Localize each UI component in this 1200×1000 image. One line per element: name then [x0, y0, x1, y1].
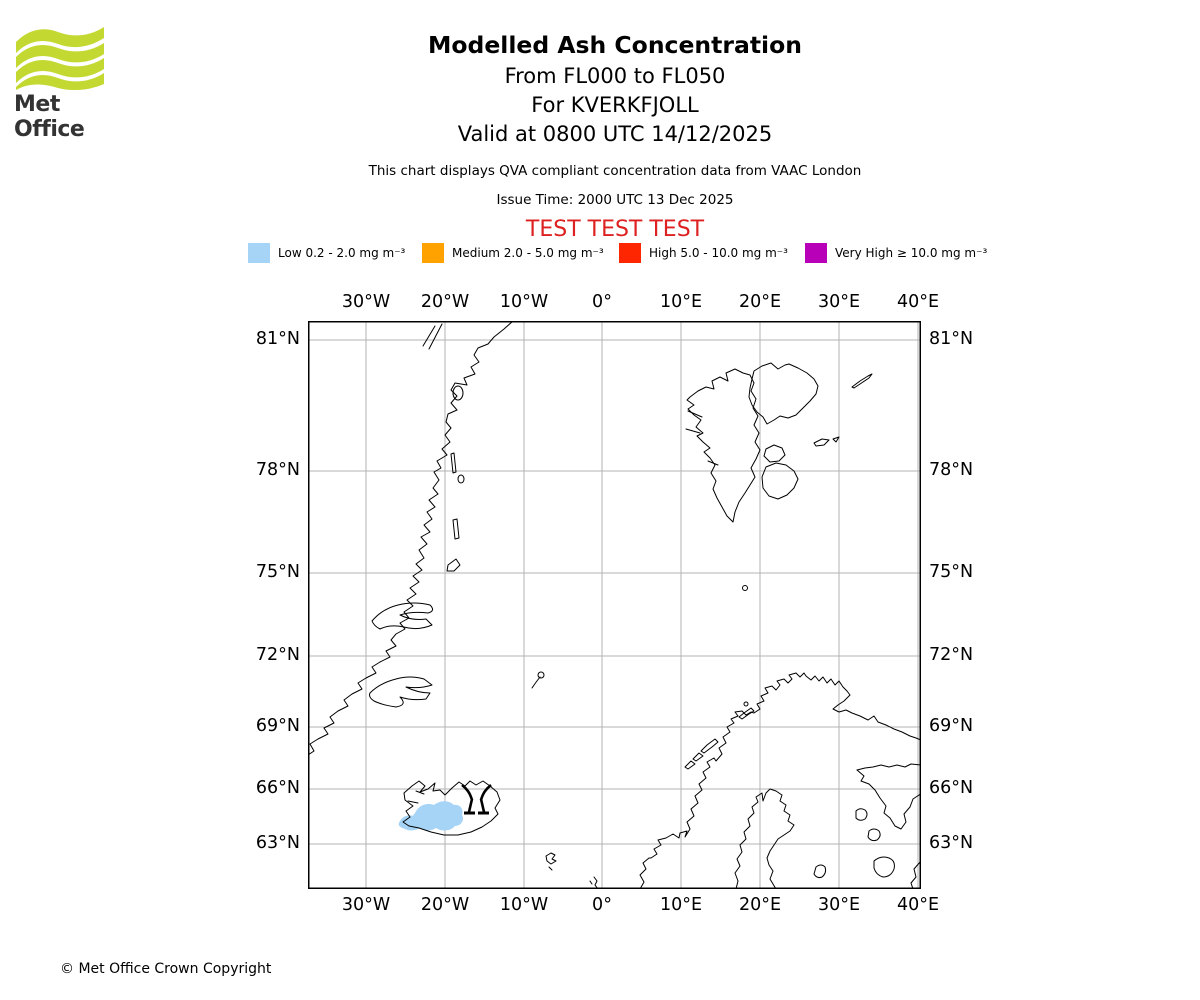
lon-label-bottom-10e: 10°E	[659, 895, 703, 915]
lon-label-bottom-30w: 30°W	[341, 895, 391, 915]
page-title: Modelled Ash Concentration	[428, 31, 802, 59]
flight-levels-subtitle: From FL000 to FL050	[504, 64, 726, 88]
island-kong-karls-land-2	[832, 436, 840, 443]
coastline-edgeoya	[761, 462, 799, 500]
legend-label-medium: Medium 2.0 - 5.0 mg m⁻³	[452, 246, 604, 260]
lat-label-right-69n: 69°N	[929, 716, 974, 736]
lat-label-right-63n: 63°N	[929, 833, 974, 853]
lon-label-top-10e: 10°E	[659, 292, 703, 312]
coastline-white-sea-south	[856, 769, 922, 830]
lon-label-bottom-30e: 30°E	[817, 895, 861, 915]
lat-label-right-81n: 81°N	[929, 329, 974, 349]
lake-karelia-1	[855, 808, 868, 821]
island-senja	[738, 707, 755, 720]
island-kong-karls-land-1	[813, 438, 830, 447]
island-faroe	[545, 852, 557, 871]
met-office-logo: Met Office	[14, 26, 134, 142]
island-jan-mayen	[531, 676, 541, 689]
legend-swatch-very-high	[805, 243, 827, 263]
volcano-icon	[461, 783, 492, 815]
volcano-subtitle: For KVERKFJOLL	[531, 93, 699, 117]
lon-label-top-0: 0°	[592, 292, 612, 312]
island-small-cluster	[446, 558, 461, 572]
island-ile-de-france	[452, 385, 464, 401]
lat-label-left-63n: 63°N	[255, 833, 300, 853]
map	[307, 320, 922, 890]
coastline-iceland-fjord-detail	[407, 790, 425, 804]
map-frame-border	[308, 321, 921, 889]
lat-label-left-69n: 69°N	[255, 716, 300, 736]
coastline-dvina	[910, 860, 922, 890]
island-kvitoya	[851, 373, 873, 389]
legend-label-very-high: Very High ≥ 10.0 mg m⁻³	[835, 246, 988, 260]
lon-label-top-30w: 30°W	[341, 292, 391, 312]
lon-label-top-10w: 10°W	[499, 292, 549, 312]
island-jan-mayen-head	[537, 671, 545, 679]
lon-label-top-20w: 20°W	[420, 292, 470, 312]
coastline-norway-west	[639, 672, 922, 890]
lat-label-right-78n: 78°N	[929, 460, 974, 480]
lake-karelia-2	[867, 828, 881, 842]
lon-label-bottom-40e: 40°E	[896, 895, 940, 915]
lon-label-top-30e: 30°E	[817, 292, 861, 312]
lat-label-left-66n: 66°N	[255, 778, 300, 798]
lat-label-right-66n: 66°N	[929, 778, 974, 798]
island-lofoten-2	[692, 752, 704, 762]
lat-label-left-75n: 75°N	[255, 562, 300, 582]
test-banner: TEST TEST TEST	[525, 217, 705, 242]
lon-label-bottom-0: 0°	[592, 895, 612, 915]
coastline-gulf-of-bothnia	[734, 788, 795, 890]
lat-label-left-78n: 78°N	[255, 460, 300, 480]
island-lofoten-3	[684, 760, 696, 770]
header: Modelled Ash Concentration From FL000 to…	[15, 0, 1200, 242]
legend-swatch-low	[248, 243, 270, 263]
legend-label-high: High 5.0 - 10.0 mg m⁻³	[649, 246, 788, 260]
coastline-kangerlussuaq-fjords	[369, 676, 433, 708]
coastline-scoresby-fjords	[371, 602, 434, 630]
island-lofoten-1	[700, 738, 719, 754]
lake-saimaa	[813, 864, 827, 879]
coastline-greenland-fjord-slash-1	[428, 323, 443, 350]
graticule-grid	[308, 321, 921, 889]
island-sliver-1	[450, 452, 457, 474]
island-sliver-2	[452, 518, 460, 540]
legend-swatch-medium	[422, 243, 444, 263]
lon-label-bottom-20w: 20°W	[420, 895, 470, 915]
met-office-waves-icon	[16, 27, 104, 90]
lat-label-left-72n: 72°N	[255, 645, 300, 665]
legend-swatch-high	[619, 243, 641, 263]
lat-label-left-81n: 81°N	[255, 329, 300, 349]
legend-label-low: Low 0.2 - 2.0 mg m⁻³	[278, 246, 406, 260]
coastline-barentsoya	[763, 444, 786, 463]
lat-label-right-72n: 72°N	[929, 645, 974, 665]
island-small-oval	[457, 474, 465, 484]
issue-time: Issue Time: 2000 UTC 13 Dec 2025	[496, 192, 734, 208]
lat-label-right-75n: 75°N	[929, 562, 974, 582]
compliance-note: This chart displays QVA compliant concen…	[368, 163, 862, 179]
coastline-spitsbergen-fjords	[685, 410, 719, 466]
island-shetland	[589, 876, 599, 890]
map-canvas	[307, 320, 922, 890]
coastline-greenland-fjord-slash-2	[422, 325, 436, 347]
lon-label-top-20e: 20°E	[738, 292, 782, 312]
coastline-nordaustlandet	[748, 362, 819, 425]
ash-cloud-low-polygon	[398, 801, 464, 831]
lon-label-bottom-10w: 10°W	[499, 895, 549, 915]
copyright-notice: © Met Office Crown Copyright	[60, 961, 272, 977]
met-office-logo-text: Met Office	[14, 92, 85, 142]
lake-onega	[873, 856, 895, 878]
island-bear-island	[742, 585, 748, 591]
island-kvaloya	[743, 701, 749, 707]
coastline-greenland	[307, 320, 514, 756]
lon-label-bottom-20e: 20°E	[738, 895, 782, 915]
coastline-white-sea-north	[856, 763, 922, 771]
valid-time-subtitle: Valid at 0800 UTC 14/12/2025	[457, 122, 773, 146]
lon-label-top-40e: 40°E	[896, 292, 940, 312]
coastline-spitsbergen	[686, 368, 761, 523]
